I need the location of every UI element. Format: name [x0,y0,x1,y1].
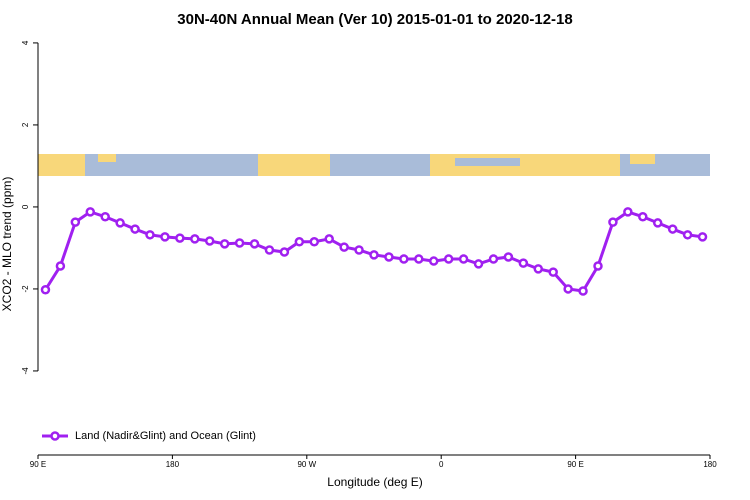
point [578,286,588,296]
point [369,250,379,260]
point [697,232,708,242]
legend-label: Land (Nadir&Glint) and Ocean (Glint) [75,430,256,442]
point [608,217,618,227]
point [160,232,170,242]
x-tick-label: 90 W [297,460,316,469]
point [652,218,663,228]
point [175,233,185,243]
point [384,252,394,262]
point [354,245,364,255]
point [234,238,245,248]
y-tick-label: -2 [21,285,30,293]
point [518,258,529,268]
map-strip [38,154,710,176]
point [219,239,230,249]
point [428,256,439,266]
point [249,239,260,249]
point [190,234,200,244]
x-tick-label: 90 E [567,460,583,469]
point [70,217,81,227]
point [667,224,678,234]
point [488,254,499,264]
point [473,259,484,269]
y-tick-label: 2 [21,122,30,127]
point [40,285,51,295]
y-tick-label: 0 [21,204,30,209]
point [563,284,573,294]
point [55,261,66,271]
x-tick-label: 180 [703,460,717,469]
point [399,254,409,264]
point [279,247,290,257]
point [294,237,305,247]
point [264,245,275,255]
x-tick-label: 90 E [30,460,46,469]
point [443,254,454,264]
point [593,261,603,271]
point [100,212,110,222]
chart-title: 30N-40N Annual Mean (Ver 10) 2015-01-01 … [177,11,572,28]
point [339,242,349,252]
point [130,224,140,234]
point [145,230,155,240]
y-tick-label: 4 [21,40,30,45]
point [503,252,514,262]
x-axis-label: Longitude (deg E) [327,475,422,489]
point [414,254,424,264]
x-tick-label: 180 [166,460,180,469]
point [204,236,215,246]
point [623,207,633,217]
point [548,267,558,277]
point [533,264,544,274]
point [324,234,334,244]
point [458,254,469,264]
legend-marker [50,431,60,441]
y-axis-label: XCO2 - MLO trend (ppm) [0,177,14,312]
y-tick-label: -4 [21,367,30,375]
point [85,207,96,217]
point [309,237,320,247]
point [682,230,693,240]
point [638,212,648,222]
point [115,218,125,228]
x-tick-label: 0 [439,460,444,469]
